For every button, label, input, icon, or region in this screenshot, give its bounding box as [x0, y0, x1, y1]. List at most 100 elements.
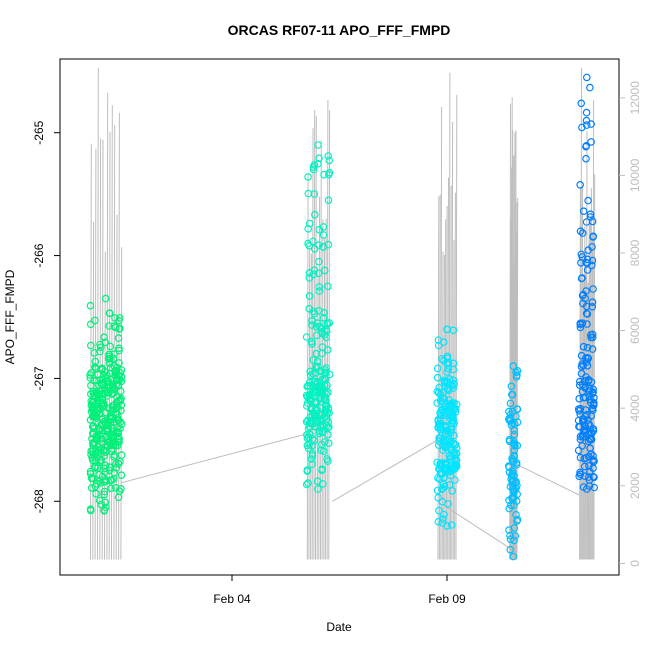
data-point: [116, 375, 124, 384]
y-tick-label: -268: [32, 489, 46, 513]
y2-tick-label: 8000: [628, 239, 642, 266]
data-point: [587, 120, 595, 128]
data-point: [105, 309, 114, 318]
data-point: [585, 461, 593, 470]
data-point: [586, 83, 594, 92]
data-point: [578, 319, 587, 328]
data-point: [451, 408, 460, 416]
data-point: [448, 381, 457, 390]
data-point: [314, 241, 323, 250]
data-point: [324, 418, 333, 426]
data-point: [576, 453, 585, 462]
data-point: [443, 522, 451, 530]
data-point: [581, 294, 590, 303]
data-point: [107, 484, 115, 493]
data-point: [325, 409, 333, 417]
data-point: [506, 545, 515, 554]
data-point: [313, 357, 322, 366]
data-point: [322, 364, 331, 372]
data-point: [435, 506, 443, 515]
data-point: [434, 493, 443, 502]
data-point: [451, 404, 460, 413]
data-point: [87, 341, 95, 350]
data-point: [99, 400, 107, 408]
data-point: [318, 480, 327, 488]
y-axis-label: APO_FFF_FMPD: [3, 269, 17, 364]
data-point: [101, 464, 109, 473]
data-point: [434, 388, 443, 397]
data-point: [319, 223, 328, 231]
data-point: [310, 210, 319, 219]
data-point: [451, 476, 459, 484]
data-point: [451, 457, 460, 466]
data-point: [589, 388, 597, 397]
data-point: [448, 486, 457, 495]
data-point: [109, 354, 118, 363]
data-point: [312, 409, 321, 418]
data-point: [510, 430, 519, 439]
data-point: [117, 401, 126, 409]
data-point: [582, 108, 591, 117]
data-point: [578, 441, 586, 450]
data-point: [451, 440, 460, 449]
data-point: [117, 484, 125, 493]
data-point: [314, 257, 323, 266]
data-point: [92, 489, 100, 498]
data-point: [325, 156, 334, 165]
data-point: [87, 484, 96, 492]
data-point: [304, 479, 312, 487]
data-point: [116, 418, 125, 426]
data-point: [449, 417, 458, 425]
data-point: [589, 398, 598, 407]
data-point: [588, 243, 596, 251]
data-point: [576, 323, 585, 332]
data-point: [512, 477, 520, 486]
data-point: [323, 402, 331, 411]
data-point: [589, 458, 598, 466]
data-point: [101, 498, 110, 507]
data-point: [583, 310, 592, 318]
data-point: [441, 459, 450, 467]
altitude-traces: [90, 67, 596, 560]
data-point: [513, 405, 521, 413]
data-point: [443, 354, 452, 363]
data-point: [308, 460, 316, 468]
data-point: [452, 444, 461, 452]
data-point: [587, 378, 596, 386]
data-point: [105, 359, 114, 368]
data-point: [583, 361, 592, 370]
data-point: [319, 313, 328, 322]
data-point: [587, 261, 596, 270]
data-point: [509, 362, 518, 370]
x-tick-label: Feb 09: [428, 592, 466, 606]
data-point: [309, 165, 318, 174]
data-point: [115, 359, 123, 367]
data-point: [588, 256, 597, 265]
data-point: [116, 387, 125, 396]
data-point: [450, 419, 458, 428]
data-point: [583, 320, 591, 328]
data-point: [508, 456, 517, 465]
data-point: [117, 451, 126, 459]
data-point: [580, 462, 589, 471]
data-point: [588, 298, 597, 307]
data-point: [320, 266, 329, 275]
data-point: [589, 472, 598, 481]
data-point: [583, 353, 592, 362]
data-point: [586, 213, 595, 221]
data-point: [578, 229, 587, 237]
data-point: [319, 231, 328, 239]
data-point: [439, 484, 447, 493]
data-point: [309, 356, 318, 364]
data-point: [309, 270, 318, 279]
data-point: [321, 366, 329, 374]
data-point: [440, 473, 448, 482]
data-point: [323, 345, 332, 354]
data-point: [590, 393, 598, 402]
data-point: [324, 423, 332, 432]
data-point: [100, 487, 109, 496]
data-point: [583, 343, 592, 352]
data-point: [101, 461, 110, 470]
data-point: [117, 471, 126, 480]
data-point: [513, 418, 522, 427]
